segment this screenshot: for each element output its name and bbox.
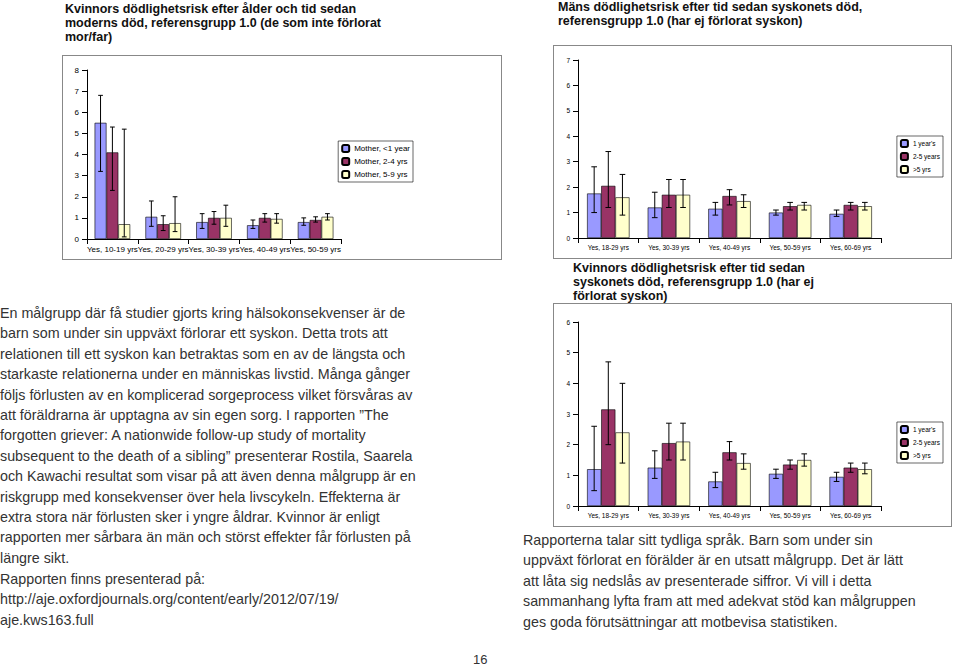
svg-text:8: 8 xyxy=(75,66,80,75)
html-text:subsequent to the death of a s: subsequent to the death of a sibling” pr… xyxy=(0,447,413,464)
svg-text:5: 5 xyxy=(566,107,570,114)
svg-text:7: 7 xyxy=(75,87,80,96)
svg-text:Yes, 18-29 yrs: Yes, 18-29 yrs xyxy=(588,512,630,520)
svg-text:Yes, 30-39 yrs: Yes, 30-39 yrs xyxy=(648,244,690,252)
svg-text:0: 0 xyxy=(566,503,570,510)
svg-text:Yes, 40-49 yrs: Yes, 40-49 yrs xyxy=(709,512,751,520)
html-text:relationen till ett syskon kan: relationen till ett syskon kan betraktas… xyxy=(0,345,406,362)
html-text:16: 16 xyxy=(473,652,488,667)
html-text:följs förlusten av en komplice: följs förlusten av en komplicerad sorgep… xyxy=(0,386,413,403)
svg-text:Yes, 30-39 yrs: Yes, 30-39 yrs xyxy=(189,245,240,254)
svg-text:4: 4 xyxy=(75,150,80,159)
svg-text:4: 4 xyxy=(566,380,570,387)
html-text:Mäns dödlighetsrisk efter tid: Mäns dödlighetsrisk efter tid sedan sysk… xyxy=(558,0,863,28)
html-text:ges goda förutsättningar att m: ges goda förutsättningar att motbevisa s… xyxy=(523,613,838,630)
html-text:Rapporterna talar sitt tydliga: Rapporterna talar sitt tydliga språk. Ba… xyxy=(523,532,873,548)
svg-text:1 year's: 1 year's xyxy=(913,426,936,434)
html-text:aje.kws163.full: aje.kws163.full xyxy=(0,611,94,628)
html-text:uppväxt förlorat en förälder ä: uppväxt förlorat en förälder är en utsat… xyxy=(523,552,903,569)
html-text:http://aje.oxfordjournals.org/: http://aje.oxfordjournals.org/content/ea… xyxy=(0,591,339,608)
html-text:längre sikt.: längre sikt. xyxy=(0,549,70,566)
svg-text:6: 6 xyxy=(566,82,570,89)
svg-text:2-5 years: 2-5 years xyxy=(913,439,941,447)
svg-text:1 year's: 1 year's xyxy=(913,140,936,148)
svg-text:Yes, 40-49 yrs: Yes, 40-49 yrs xyxy=(709,244,751,252)
html-text:En målgrupp där få studier gjo: En målgrupp där få studier gjorts kring … xyxy=(0,305,406,321)
html-text:Kvinnors dödlighetsrisk efter: Kvinnors dödlighetsrisk efter tid sedan … xyxy=(573,261,814,303)
svg-text:3: 3 xyxy=(566,411,570,418)
svg-text:Yes, 20-29 yrs: Yes, 20-29 yrs xyxy=(138,245,189,254)
svg-text:3: 3 xyxy=(75,171,80,180)
svg-text:0: 0 xyxy=(75,235,80,244)
svg-text:4: 4 xyxy=(566,133,570,140)
svg-text:5: 5 xyxy=(566,349,570,356)
html-text:barn som under sin uppväxt för: barn som under sin uppväxt förlorar ett … xyxy=(0,325,388,342)
svg-text:Yes, 60-69 yrs: Yes, 60-69 yrs xyxy=(830,244,872,252)
svg-text:3: 3 xyxy=(566,158,570,165)
svg-text:2: 2 xyxy=(566,184,570,191)
svg-text:Mother, 2-4 yrs: Mother, 2-4 yrs xyxy=(354,157,407,166)
svg-text:Yes, 50-59 yrs: Yes, 50-59 yrs xyxy=(769,512,811,520)
svg-text:2-5 years: 2-5 years xyxy=(913,153,941,161)
html-text:Kvinnors dödlighetsrisk efter: Kvinnors dödlighetsrisk efter ålder och … xyxy=(65,2,381,44)
html-text:och Kawachi resultat som visar: och Kawachi resultat som visar på att äv… xyxy=(0,468,416,485)
svg-text:1: 1 xyxy=(75,213,80,222)
html-text:starkaste relationerna under e: starkaste relationerna under en människa… xyxy=(0,366,411,383)
html-text:riskgrupp med konsekvenser öve: riskgrupp med konsekvenser över hela liv… xyxy=(0,488,401,505)
svg-text:1: 1 xyxy=(566,472,570,479)
svg-text:Yes, 60-69 yrs: Yes, 60-69 yrs xyxy=(830,512,872,520)
html-text:sammanhang lyfta fram att med: sammanhang lyfta fram att med adekvat st… xyxy=(523,593,916,610)
svg-text:2: 2 xyxy=(75,192,80,201)
svg-text:Yes, 18-29 yrs: Yes, 18-29 yrs xyxy=(588,244,630,252)
html-text:forgotten griever: A nationwid: forgotten griever: A nationwide follow-u… xyxy=(0,427,366,444)
html-text:att låta sig nedslås av presen: att låta sig nedslås av presenterade sif… xyxy=(523,572,872,589)
svg-text:Yes, 30-39 yrs: Yes, 30-39 yrs xyxy=(648,512,690,520)
svg-text:6: 6 xyxy=(75,108,80,117)
html-text:att föräldrarna är upptagna av: att föräldrarna är upptagna av sin egen … xyxy=(0,407,389,423)
svg-text:0: 0 xyxy=(566,235,570,242)
html-text:rapporten mer sårbara än män o: rapporten mer sårbara än män och störst … xyxy=(0,529,411,546)
svg-text:6: 6 xyxy=(566,319,570,326)
svg-text:7: 7 xyxy=(566,57,570,64)
html-text:Rapporten finns presenterad på: Rapporten finns presenterad på: xyxy=(0,571,206,587)
svg-text:>5 yrs: >5 yrs xyxy=(913,452,932,460)
svg-text:Yes, 50-59 yrs: Yes, 50-59 yrs xyxy=(290,245,341,254)
html-text:extra stora när förlusten sker: extra stora när förlusten sker i yngre å… xyxy=(0,509,380,526)
svg-text:Yes, 50-59 yrs: Yes, 50-59 yrs xyxy=(769,244,811,252)
svg-text:5: 5 xyxy=(75,129,80,138)
svg-text:Mother, <1 year: Mother, <1 year xyxy=(354,144,410,153)
svg-text:1: 1 xyxy=(566,209,570,216)
svg-text:Yes, 40-49 yrs: Yes, 40-49 yrs xyxy=(239,245,290,254)
svg-text:>5 yrs: >5 yrs xyxy=(913,166,932,174)
svg-text:2: 2 xyxy=(566,441,570,448)
svg-text:Yes, 10-19 yrs: Yes, 10-19 yrs xyxy=(87,245,138,254)
svg-text:Mother, 5-9 yrs: Mother, 5-9 yrs xyxy=(354,170,407,179)
